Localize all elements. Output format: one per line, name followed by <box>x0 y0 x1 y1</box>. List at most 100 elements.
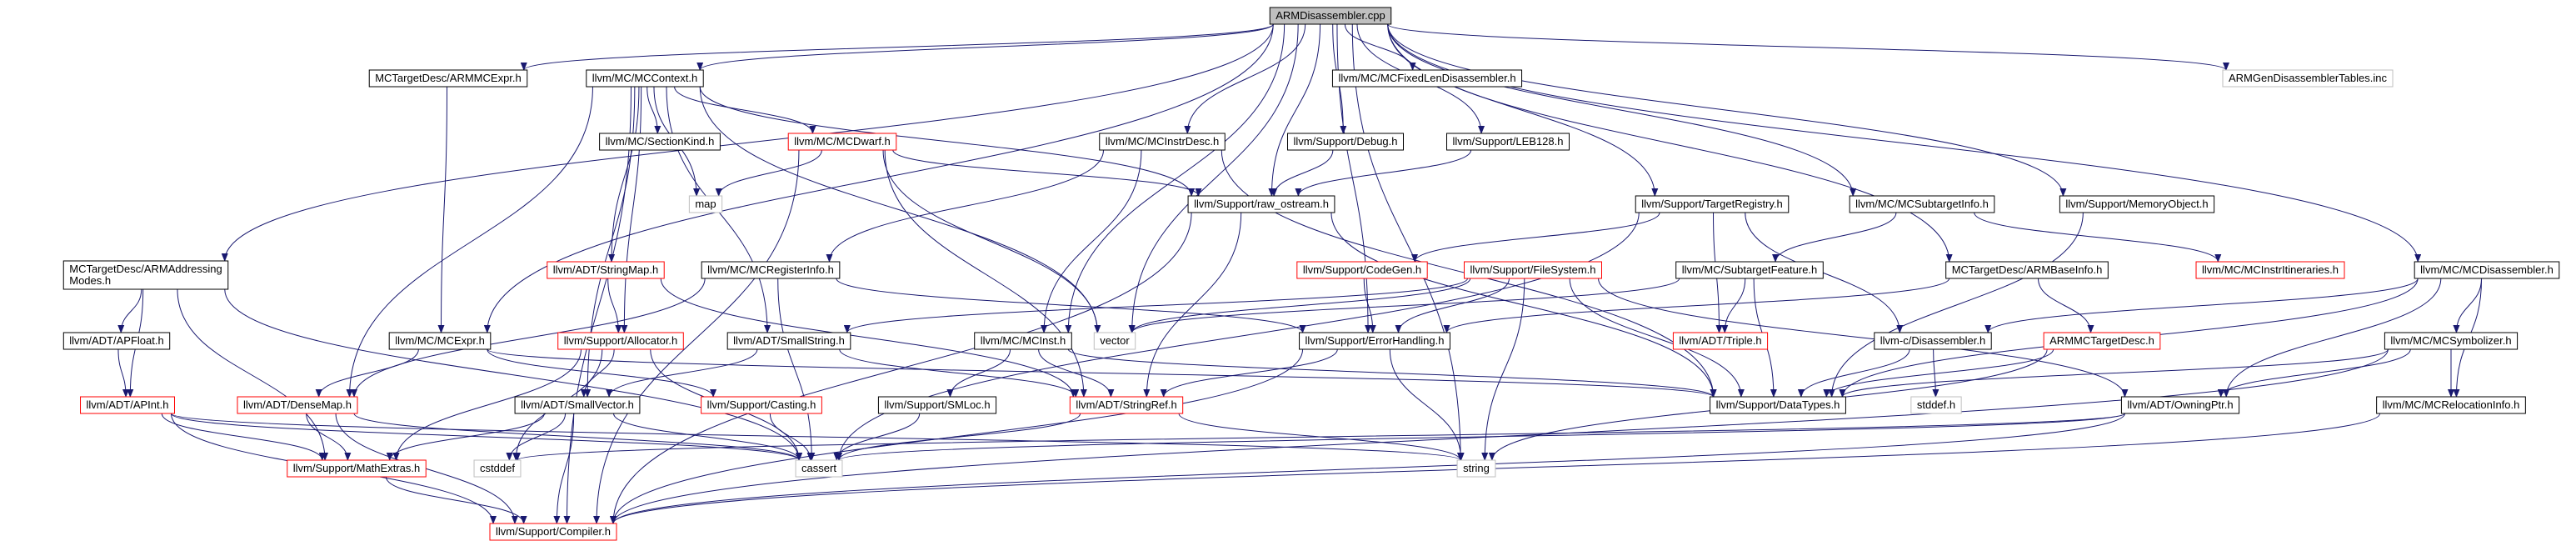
node-armbaseinfo[interactable]: MCTargetDesc/ARMBaseInfo.h <box>1945 261 2109 279</box>
edge-mathextras-to-compiler <box>385 476 527 524</box>
node-owningptr[interactable]: llvm/ADT/OwningPtr.h <box>2120 396 2240 414</box>
edge-mcdisasm-to-owningptr <box>2223 278 2442 398</box>
edge-mccontext-to-vector <box>699 86 1101 333</box>
node-box <box>1874 332 1992 350</box>
node-smallstring[interactable]: llvm/ADT/SmallString.h <box>726 332 851 350</box>
edge-memobj-to-datatypes <box>1828 212 2084 398</box>
node-triple[interactable]: llvm/ADT/Triple.h <box>1672 332 1769 350</box>
edge-mcinst-to-stringref <box>1038 348 1115 398</box>
edge-debug-to-raw_ostream <box>1271 149 1334 197</box>
node-instritins[interactable]: llvm/MC/MCInstrItineraries.h <box>2195 261 2345 279</box>
node-memobj[interactable]: llvm/Support/MemoryObject.h <box>2059 195 2215 213</box>
edge-raw_ostream-to-datatypes <box>1330 212 1717 398</box>
edge-codegen-to-errorhandling <box>1363 278 1376 333</box>
node-label: llvm/ADT/APFloat.h <box>69 334 163 347</box>
edge-subtargetfeature-to-triple <box>1721 278 1746 333</box>
edge-armdis-to-armaddr <box>221 23 1274 262</box>
edge-armdis-to-fixedlen <box>1344 23 1416 71</box>
node-label: llvm/Support/DataTypes.h <box>1716 398 1840 411</box>
node-errorhandling[interactable]: llvm/Support/ErrorHandling.h <box>1299 332 1450 350</box>
node-densemap[interactable]: llvm/ADT/DenseMap.h <box>237 396 358 414</box>
node-raw_ostream[interactable]: llvm/Support/raw_ostream.h <box>1187 195 1335 213</box>
node-gentables: ARMGenDisassemblerTables.inc <box>2222 69 2394 88</box>
node-armdis[interactable]: ARMDisassembler.cpp <box>1269 7 1392 25</box>
node-allocator[interactable]: llvm/Support/Allocator.h <box>557 332 684 350</box>
node-mcreginfo[interactable]: llvm/MC/MCRegisterInfo.h <box>701 261 841 279</box>
node-label: llvm/Support/LEB128.h <box>1453 135 1564 148</box>
node-box <box>1849 195 1995 213</box>
node-box <box>1187 195 1335 213</box>
edge-mccontext-to-stringmap <box>608 86 640 263</box>
node-label: MCTargetDesc/ARMAddressing <box>69 263 222 275</box>
node-sectionkind[interactable]: llvm/MC/SectionKind.h <box>599 133 721 151</box>
edge-errorhandling-to-compiler <box>610 348 1304 524</box>
node-datatypes[interactable]: llvm/Support/DataTypes.h <box>1710 396 1846 414</box>
node-fixedlen[interactable]: llvm/MC/MCFixedLenDisassembler.h <box>1331 69 1523 88</box>
node-mcdwarf[interactable]: llvm/MC/MCDwarf.h <box>787 133 897 151</box>
node-targetregistry[interactable]: llvm/Support/TargetRegistry.h <box>1635 195 1790 213</box>
node-debug[interactable]: llvm/Support/Debug.h <box>1286 133 1405 151</box>
edge-mcinst-to-smloc <box>946 348 1011 398</box>
node-label: llvm/Support/CodeGen.h <box>1303 263 1421 276</box>
node-relocinfo[interactable]: llvm/MC/MCRelocationInfo.h <box>2376 396 2526 414</box>
edge-mcexpr-to-datatypes <box>487 348 1717 398</box>
dependency-edges <box>117 23 2483 524</box>
node-label: llvm/ADT/StringMap.h <box>553 263 658 276</box>
node-stringref[interactable]: llvm/ADT/StringRef.h <box>1069 396 1184 414</box>
node-box <box>1299 332 1450 350</box>
node-mcsymbolizer[interactable]: llvm/MC/MCSymbolizer.h <box>2384 332 2519 350</box>
node-mccontext[interactable]: llvm/MC/MCContext.h <box>586 69 704 88</box>
node-label: ARMDisassembler.cpp <box>1276 9 1385 22</box>
node-box <box>2376 396 2526 414</box>
node-subtargetfeature[interactable]: llvm/MC/SubtargetFeature.h <box>1675 261 1824 279</box>
node-apint[interactable]: llvm/ADT/APInt.h <box>80 396 175 414</box>
node-mcdisasm[interactable]: llvm/MC/MCDisassembler.h <box>2414 261 2560 279</box>
node-cdisasm[interactable]: llvm-c/Disassembler.h <box>1874 332 1992 350</box>
edge-stringmap-to-stringref <box>660 278 1077 398</box>
node-label: ARMMCTargetDesc.h <box>2049 334 2154 347</box>
node-casting[interactable]: llvm/Support/Casting.h <box>701 396 822 414</box>
node-label: MCTargetDesc/ARMBaseInfo.h <box>1952 263 2103 276</box>
node-mcinstrdesc[interactable]: llvm/MC/MCInstrDesc.h <box>1099 133 1226 151</box>
edge-armdis-to-gentables <box>1387 23 2229 71</box>
node-label: llvm/Support/SMLoc.h <box>884 398 990 411</box>
node-box <box>1464 261 1602 279</box>
node-leb128[interactable]: llvm/Support/LEB128.h <box>1446 133 1570 151</box>
edge-smallvector-to-mathextras <box>386 413 545 461</box>
edge-densemap-to-cassert <box>353 413 802 461</box>
node-label: llvm/MC/MCRegisterInfo.h <box>707 263 834 276</box>
node-box <box>557 332 684 350</box>
node-box <box>1910 396 1962 414</box>
edge-armdis-to-memobj <box>1387 23 2067 197</box>
node-smloc[interactable]: llvm/Support/SMLoc.h <box>877 396 997 414</box>
node-mcexpr[interactable]: llvm/MC/MCExpr.h <box>388 332 492 350</box>
node-filesystem[interactable]: llvm/Support/FileSystem.h <box>1464 261 1602 279</box>
edge-mccontext-to-compiler <box>563 86 632 524</box>
node-label: llvm/MC/MCFixedLenDisassembler.h <box>1338 72 1515 84</box>
edge-casting-to-cassert <box>769 413 814 461</box>
node-codegen[interactable]: llvm/Support/CodeGen.h <box>1296 261 1428 279</box>
node-armmctargetdesc[interactable]: ARMMCTargetDesc.h <box>2043 332 2161 350</box>
edge-densemap-to-mathextras <box>306 413 352 461</box>
edge-owningptr-to-cassert <box>836 413 2125 461</box>
node-mathextras[interactable]: llvm/Support/MathExtras.h <box>287 459 427 478</box>
edge-armdis-to-mccontext <box>696 23 1274 71</box>
node-stringmap[interactable]: llvm/ADT/StringMap.h <box>547 261 665 279</box>
edge-raw_ostream-to-stringref <box>1143 212 1242 398</box>
node-smallvector[interactable]: llvm/ADT/SmallVector.h <box>514 396 641 414</box>
node-label: stddef.h <box>1917 398 1955 411</box>
node-label: llvm/Support/FileSystem.h <box>1470 263 1596 276</box>
node-compiler[interactable]: llvm/Support/Compiler.h <box>489 523 617 541</box>
node-box <box>877 396 997 414</box>
edge-mcdisasm-to-cdisasm <box>1984 278 2419 333</box>
node-mcinst[interactable]: llvm/MC/MCInst.h <box>974 332 1072 350</box>
edge-subtargetinfo-to-instritins <box>1974 212 2222 263</box>
node-armmcexpr_h[interactable]: MCTargetDesc/ARMMCExpr.h <box>368 69 528 88</box>
edge-mcexpr-to-densemap <box>315 348 419 398</box>
node-subtargetinfo[interactable]: llvm/MC/MCSubtargetInfo.h <box>1849 195 1995 213</box>
node-apfloat[interactable]: llvm/ADT/APFloat.h <box>62 332 171 350</box>
node-box <box>1286 133 1405 151</box>
node-box <box>62 260 229 290</box>
node-box <box>388 332 492 350</box>
